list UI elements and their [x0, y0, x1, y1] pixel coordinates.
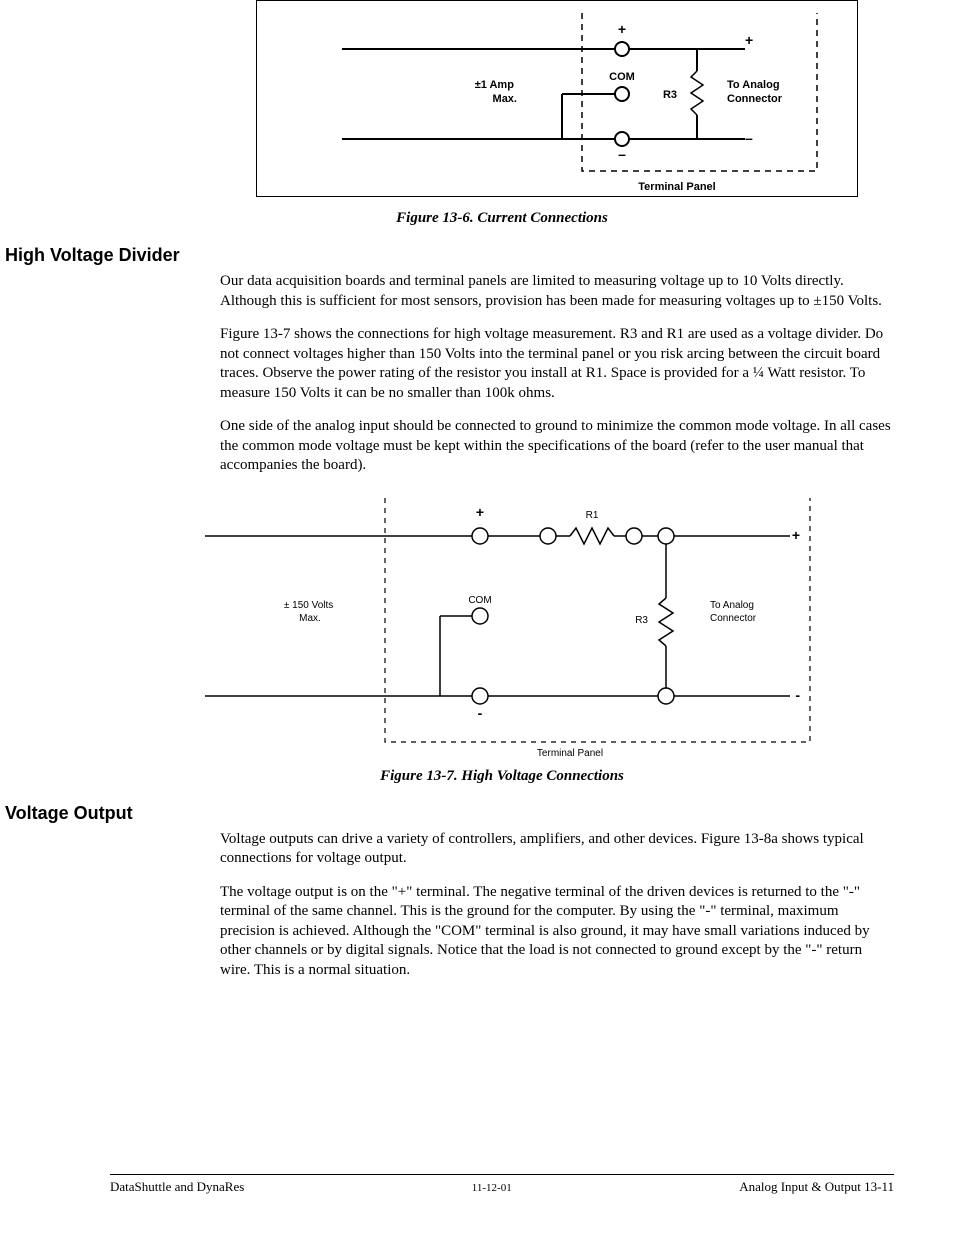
fig2-com-label: COM [468, 595, 491, 606]
footer-center: 11-12-01 [472, 1182, 512, 1194]
minus-sign-bottom: – [618, 146, 626, 162]
figure-13-6-caption: Figure 13-6. Current Connections [110, 210, 894, 227]
figure-13-7-caption: Figure 13-7. High Voltage Connections [110, 768, 894, 785]
section2-p2: The voltage output is on the "+" termina… [220, 883, 894, 981]
page-container: + + – – ±1 Amp Max. COM R3 To Analog Con… [0, 0, 954, 1235]
plus-sign-top: + [618, 21, 626, 37]
fig2-plus-right: + [792, 527, 800, 543]
page-footer: DataShuttle and DynaRes 11-12-01 Analog … [110, 1174, 894, 1195]
r3-label: R3 [663, 89, 677, 101]
fig2-plus-left: + [476, 504, 484, 520]
section1-body: Our data acquisition boards and terminal… [220, 272, 894, 476]
fig2-minus-right: - [795, 687, 800, 703]
heading-high-voltage-divider: High Voltage Divider [0, 245, 894, 266]
fig2-terminal-label: Terminal Panel [537, 748, 603, 759]
amp-label: ±1 Amp Max. [475, 79, 517, 105]
section1-p1: Our data acquisition boards and terminal… [220, 272, 894, 311]
analog-label: To Analog Connector [727, 79, 783, 105]
section1-p3: One side of the analog input should be c… [220, 417, 894, 476]
com-label: COM [609, 71, 635, 83]
footer-left: DataShuttle and DynaRes [110, 1179, 244, 1195]
terminal-panel-label: Terminal Panel [638, 181, 715, 193]
figure-13-7-svg: + + - - ± 150 Volts Max. R1 COM R3 To An… [200, 490, 820, 760]
section2-body: Voltage outputs can drive a variety of c… [220, 830, 894, 981]
section2-p1: Voltage outputs can drive a variety of c… [220, 830, 894, 869]
figure-13-6-svg: + + – – ±1 Amp Max. COM R3 To Analog Con… [257, 1, 857, 196]
minus-sign-right: – [745, 130, 753, 146]
fig2-analog-label: To Analog Connector [710, 600, 757, 624]
fig2-minus-left: - [478, 705, 483, 721]
fig2-r3-label: R3 [635, 615, 648, 626]
footer-right: Analog Input & Output 13-11 [739, 1179, 894, 1195]
figure-13-6-diagram: + + – – ±1 Amp Max. COM R3 To Analog Con… [256, 0, 858, 197]
section1-p2: Figure 13-7 shows the connections for hi… [220, 325, 894, 403]
plus-sign-right: + [745, 32, 753, 48]
fig2-volts-label: ± 150 Volts Max. [284, 600, 336, 624]
figure-13-7-area: + + - - ± 150 Volts Max. R1 COM R3 To An… [110, 490, 894, 785]
figure-13-6-area: + + – – ±1 Amp Max. COM R3 To Analog Con… [110, 0, 894, 227]
heading-voltage-output: Voltage Output [0, 803, 894, 824]
fig2-r1-label: R1 [586, 510, 599, 521]
